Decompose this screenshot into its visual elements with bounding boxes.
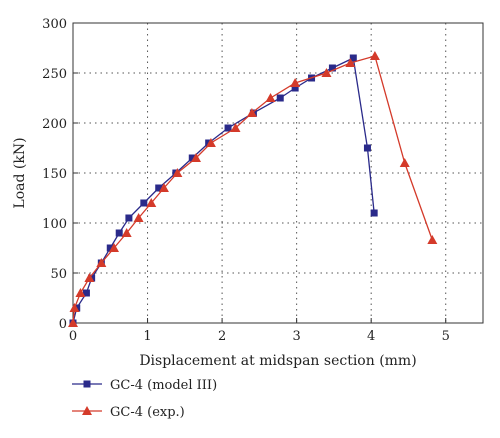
data-point — [109, 243, 119, 252]
data-point — [172, 168, 183, 177]
data-point — [265, 93, 276, 102]
data-point — [321, 68, 332, 77]
data-point — [246, 108, 257, 117]
data-point — [363, 144, 371, 152]
x-axis-title: Displacement at midspan section (mm) — [139, 353, 416, 369]
data-point — [106, 244, 114, 252]
data-point — [191, 153, 201, 162]
x-tick-label: 3 — [292, 329, 300, 344]
data-point — [291, 84, 299, 92]
y-tick-label: 200 — [42, 117, 67, 132]
y-tick-label: 0 — [59, 317, 67, 332]
data-point — [224, 124, 232, 132]
data-point — [328, 64, 336, 72]
data-point — [125, 214, 133, 222]
series-exp — [68, 51, 438, 327]
data-point — [399, 158, 410, 167]
data-point — [369, 51, 380, 60]
data-point — [140, 199, 148, 207]
y-tick-label: 250 — [42, 67, 67, 82]
x-axis: 0 1 2 3 4 5 — [69, 318, 450, 344]
y-axis-title: Load (kN) — [12, 137, 28, 208]
data-point — [69, 303, 80, 312]
data-point — [290, 78, 301, 87]
x-tick-label: 2 — [218, 329, 226, 344]
data-point — [82, 289, 90, 297]
grid — [73, 23, 483, 323]
y-tick-label: 300 — [42, 17, 67, 32]
data-point — [96, 258, 107, 267]
legend-marker — [82, 406, 92, 415]
data-point — [121, 228, 132, 237]
data-point — [205, 138, 216, 147]
data-point — [349, 54, 357, 62]
legend-item: GC-4 (exp.) — [72, 405, 185, 420]
data-point — [188, 154, 196, 162]
x-tick-label: 4 — [367, 329, 375, 344]
data-point — [115, 229, 123, 237]
y-tick-label: 100 — [42, 217, 67, 232]
data-point — [230, 123, 241, 132]
data-point — [370, 209, 378, 217]
legend-label: GC-4 (model III) — [110, 378, 217, 393]
data-point — [84, 273, 95, 282]
series-line — [72, 55, 433, 324]
y-tick-label: 50 — [50, 267, 67, 282]
data-point — [146, 198, 157, 207]
legend-marker — [83, 380, 91, 388]
data-point — [427, 235, 438, 244]
legend-item: GC-4 (model III) — [72, 378, 217, 393]
x-tick-label: 0 — [69, 329, 77, 344]
data-point — [155, 184, 163, 192]
legend-label: GC-4 (exp.) — [110, 405, 185, 420]
data-point — [158, 183, 169, 192]
series-model-iii — [69, 54, 378, 327]
y-tick-label: 150 — [42, 167, 67, 182]
data-point — [75, 288, 86, 297]
x-tick-label: 5 — [442, 329, 450, 344]
data-point — [133, 213, 144, 222]
data-point — [345, 58, 356, 67]
series-layer — [68, 51, 438, 327]
series-line — [72, 57, 375, 324]
legend: GC-4 (model III) GC-4 (exp.) — [72, 378, 217, 420]
data-point — [68, 318, 78, 327]
x-tick-label: 1 — [143, 329, 151, 344]
y-axis: 0 50 100 150 200 250 300 — [42, 17, 78, 332]
data-point — [276, 94, 284, 102]
